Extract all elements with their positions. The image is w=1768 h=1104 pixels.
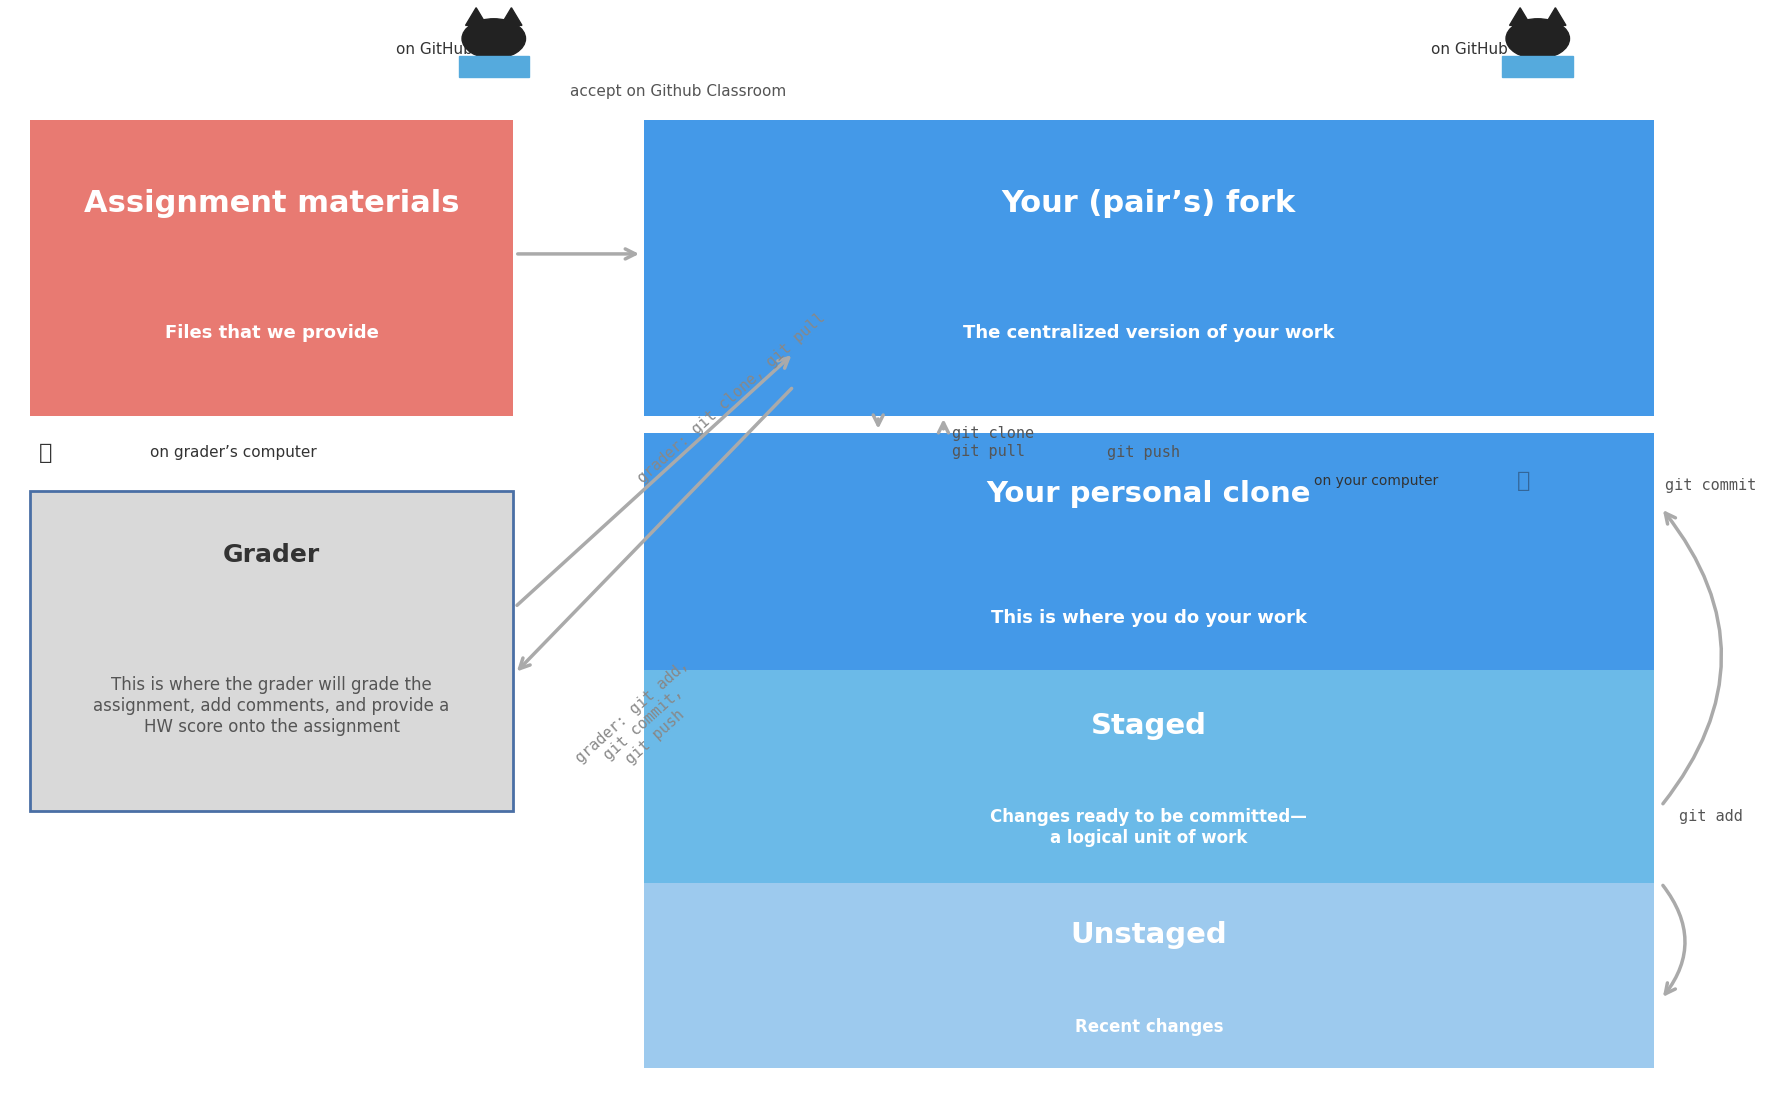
Polygon shape bbox=[458, 56, 529, 77]
Text: Files that we provide: Files that we provide bbox=[164, 325, 378, 342]
Polygon shape bbox=[500, 8, 522, 25]
Text: Grader: Grader bbox=[223, 543, 320, 567]
Text: on your computer: on your computer bbox=[1314, 475, 1437, 488]
Text: grader: git clone, git pull: grader: git clone, git pull bbox=[635, 310, 829, 486]
Circle shape bbox=[461, 19, 525, 59]
Text: git push: git push bbox=[1107, 445, 1181, 460]
Text: on grader’s computer: on grader’s computer bbox=[150, 445, 316, 460]
Text: Your (pair’s) fork: Your (pair’s) fork bbox=[1002, 189, 1296, 217]
Text: accept on Github Classroom: accept on Github Classroom bbox=[569, 84, 785, 99]
Text: on GitHub: on GitHub bbox=[1430, 42, 1508, 57]
Text: git add: git add bbox=[1678, 809, 1743, 825]
FancyBboxPatch shape bbox=[644, 120, 1655, 416]
Text: Staged: Staged bbox=[1091, 711, 1208, 740]
Text: Assignment materials: Assignment materials bbox=[83, 189, 460, 217]
Text: 🖥: 🖥 bbox=[39, 443, 53, 463]
FancyBboxPatch shape bbox=[644, 883, 1655, 1068]
FancyBboxPatch shape bbox=[644, 433, 1655, 670]
Text: Recent changes: Recent changes bbox=[1075, 1018, 1223, 1036]
FancyBboxPatch shape bbox=[644, 670, 1655, 883]
Polygon shape bbox=[465, 8, 486, 25]
FancyBboxPatch shape bbox=[30, 491, 513, 811]
Text: grader: git add,
git commit,
git push: grader: git add, git commit, git push bbox=[573, 657, 714, 792]
Polygon shape bbox=[1503, 56, 1574, 77]
Text: Your personal clone: Your personal clone bbox=[987, 480, 1312, 509]
Polygon shape bbox=[1510, 8, 1531, 25]
Text: This is where the grader will grade the
assignment, add comments, and provide a
: This is where the grader will grade the … bbox=[94, 676, 449, 735]
Circle shape bbox=[1506, 19, 1570, 59]
Text: Unstaged: Unstaged bbox=[1071, 921, 1227, 948]
Text: The centralized version of your work: The centralized version of your work bbox=[964, 325, 1335, 342]
Text: Changes ready to be committed—
a logical unit of work: Changes ready to be committed— a logical… bbox=[990, 808, 1307, 847]
Text: git commit: git commit bbox=[1665, 478, 1756, 493]
Text: This is where you do your work: This is where you do your work bbox=[990, 609, 1307, 627]
Text: 🖥: 🖥 bbox=[1517, 471, 1529, 491]
FancyBboxPatch shape bbox=[30, 120, 513, 416]
Polygon shape bbox=[1545, 8, 1566, 25]
Text: on GitHub: on GitHub bbox=[396, 42, 472, 57]
Text: git clone
git pull: git clone git pull bbox=[953, 426, 1034, 458]
